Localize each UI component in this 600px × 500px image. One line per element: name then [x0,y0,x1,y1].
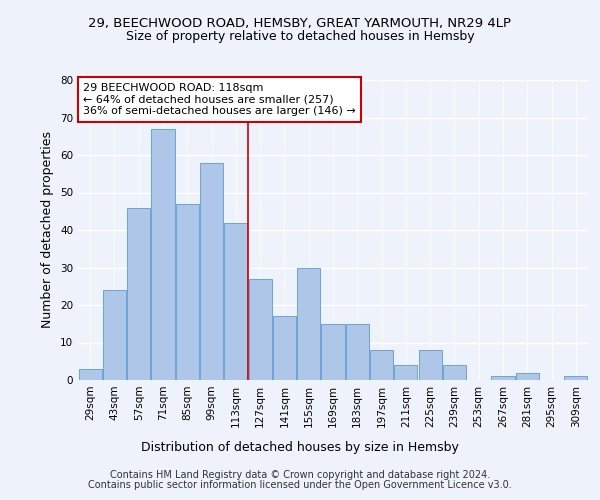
Bar [127,208,150,380]
Bar [394,365,418,380]
Bar [370,350,393,380]
Bar [322,324,344,380]
Text: 29, BEECHWOOD ROAD, HEMSBY, GREAT YARMOUTH, NR29 4LP: 29, BEECHWOOD ROAD, HEMSBY, GREAT YARMOU… [89,18,511,30]
Bar [224,222,247,380]
Bar [297,268,320,380]
Bar [79,369,101,380]
Text: Distribution of detached houses by size in Hemsby: Distribution of detached houses by size … [141,441,459,454]
Y-axis label: Number of detached properties: Number of detached properties [41,132,55,328]
Bar [516,372,539,380]
Bar [273,316,296,380]
Text: Contains HM Land Registry data © Crown copyright and database right 2024.: Contains HM Land Registry data © Crown c… [110,470,490,480]
Text: Size of property relative to detached houses in Hemsby: Size of property relative to detached ho… [125,30,475,43]
Bar [419,350,442,380]
Bar [103,290,126,380]
Bar [248,279,272,380]
Bar [151,128,175,380]
Text: 29 BEECHWOOD ROAD: 118sqm
← 64% of detached houses are smaller (257)
36% of semi: 29 BEECHWOOD ROAD: 118sqm ← 64% of detac… [83,83,356,116]
Bar [443,365,466,380]
Bar [176,204,199,380]
Text: Contains public sector information licensed under the Open Government Licence v3: Contains public sector information licen… [88,480,512,490]
Bar [565,376,587,380]
Bar [346,324,369,380]
Bar [491,376,515,380]
Bar [200,162,223,380]
